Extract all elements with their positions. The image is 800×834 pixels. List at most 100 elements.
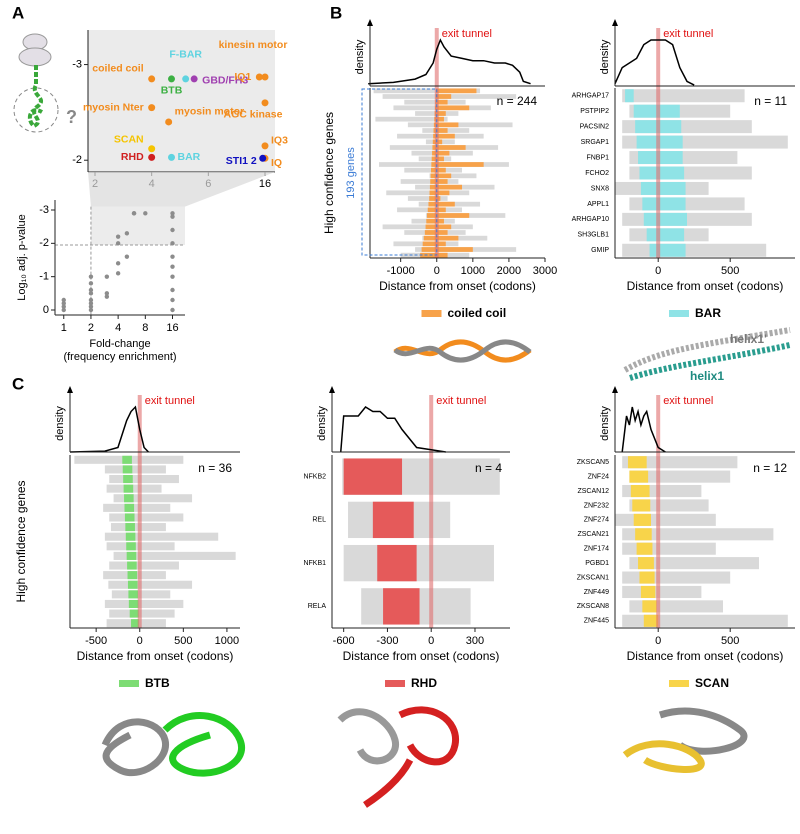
data-point <box>88 304 94 309</box>
data-point <box>148 145 156 153</box>
point-label: AGC kinase <box>224 109 283 121</box>
data-point <box>259 154 267 162</box>
protein-bar <box>103 503 171 512</box>
x-tick-label: 300 <box>466 635 484 647</box>
density-curve <box>69 405 150 453</box>
point-label: myosin motor <box>175 106 244 118</box>
y-tick-label: 0 <box>43 304 49 316</box>
point-label: STI1 2 <box>226 155 257 167</box>
legend-label: SCAN <box>695 676 729 690</box>
domain-bar <box>427 213 470 218</box>
x-axis-label: Fold-change <box>89 338 150 350</box>
domain-bar <box>633 513 651 526</box>
protein-bar <box>629 557 759 570</box>
x-tick-label: 16 <box>259 178 271 190</box>
data-point <box>168 75 175 83</box>
protein-bar <box>407 122 513 128</box>
domain-bar <box>640 585 656 599</box>
legend-label: BAR <box>695 306 721 320</box>
gene-label: PGBD1 <box>585 560 609 567</box>
data-point <box>170 254 175 259</box>
structure-label: helix1' <box>730 332 767 346</box>
zoom-connector <box>88 172 275 207</box>
data-point <box>61 304 66 309</box>
data-point <box>148 104 156 112</box>
data-point <box>88 287 94 293</box>
x-axis-label: Distance from onset (codons) <box>627 279 784 293</box>
n-label: n = 11 <box>754 94 787 108</box>
protein-bar <box>106 484 162 493</box>
domain-bar <box>434 105 470 111</box>
domain-bar <box>649 243 686 257</box>
domain-bar <box>122 465 133 474</box>
data-point <box>88 307 94 313</box>
domain-bar <box>125 532 136 541</box>
gene-bracket <box>361 88 438 256</box>
x-tick-label: 2000 <box>497 265 521 277</box>
legend-label: coiled coil <box>448 306 507 320</box>
domain-bar <box>433 133 455 139</box>
protein-bar <box>109 561 179 570</box>
x-tick-label: -300 <box>376 635 398 647</box>
domain-bar <box>429 184 463 190</box>
domain-bar <box>127 561 137 570</box>
domain-bar <box>433 128 448 133</box>
data-point <box>131 211 137 216</box>
density-label: density <box>316 406 328 441</box>
protein-bar <box>104 465 166 474</box>
point-label: IQ3 <box>271 135 288 147</box>
y-tick-label: -2 <box>72 154 82 166</box>
x-tick-label: 0 <box>655 635 661 647</box>
gene-label: ARHGAP10 <box>572 216 609 223</box>
domain-bar <box>639 571 655 584</box>
domain-bar <box>435 99 448 105</box>
protein-bar <box>622 614 788 627</box>
y-axis-label: High confidence genes <box>322 112 336 234</box>
data-point <box>170 264 175 269</box>
gene-label: ZNF232 <box>584 502 609 509</box>
domain-bar <box>123 484 134 493</box>
y-axis-label: Log₁₀ adj. p-value <box>16 214 28 301</box>
x-tick-label: 500 <box>174 635 192 647</box>
gene-label: NFKB2 <box>303 473 326 480</box>
protein-bar <box>113 494 193 503</box>
density-arrow <box>612 386 618 393</box>
domain-bar <box>126 542 136 551</box>
legend-swatch <box>421 310 442 317</box>
data-point <box>88 274 94 279</box>
protein-bar <box>109 609 175 618</box>
x-tick-label: -500 <box>85 635 107 647</box>
x-tick-label: 1000 <box>215 635 239 647</box>
domain-bar <box>125 523 135 532</box>
domain-bar <box>429 190 450 196</box>
gene-label: APPL1 <box>587 201 609 208</box>
legend-swatch <box>669 310 689 317</box>
n-label: n = 36 <box>198 461 232 475</box>
point-label: BAR <box>178 151 201 163</box>
data-point <box>170 307 175 313</box>
density-curve <box>621 406 666 453</box>
icon-label: ? <box>66 107 77 127</box>
gene-label: PACSIN2 <box>580 123 610 130</box>
legend-swatch <box>119 680 139 687</box>
data-point <box>115 271 121 276</box>
gene-label: REL <box>312 517 326 524</box>
domain-bar <box>433 122 459 128</box>
gene-label: NFKB1 <box>303 560 326 567</box>
density-arrow <box>612 19 618 26</box>
zoom-region <box>90 206 185 245</box>
scan-structure <box>622 707 748 773</box>
x-axis-label: Distance from onset (codons) <box>77 649 234 663</box>
data-point <box>170 241 175 246</box>
btb-structure <box>101 712 246 777</box>
panel-label: C <box>12 374 24 393</box>
data-point <box>170 274 175 279</box>
y-tick-label: -1 <box>39 271 49 283</box>
data-point <box>170 227 175 233</box>
protein-bar <box>622 89 745 103</box>
protein-bar <box>629 470 731 483</box>
x-tick-label: 500 <box>721 635 739 647</box>
x-tick-label: 1000 <box>461 265 485 277</box>
gene-label: ARHGAP17 <box>572 93 609 100</box>
gene-label: ZNF24 <box>588 473 610 480</box>
